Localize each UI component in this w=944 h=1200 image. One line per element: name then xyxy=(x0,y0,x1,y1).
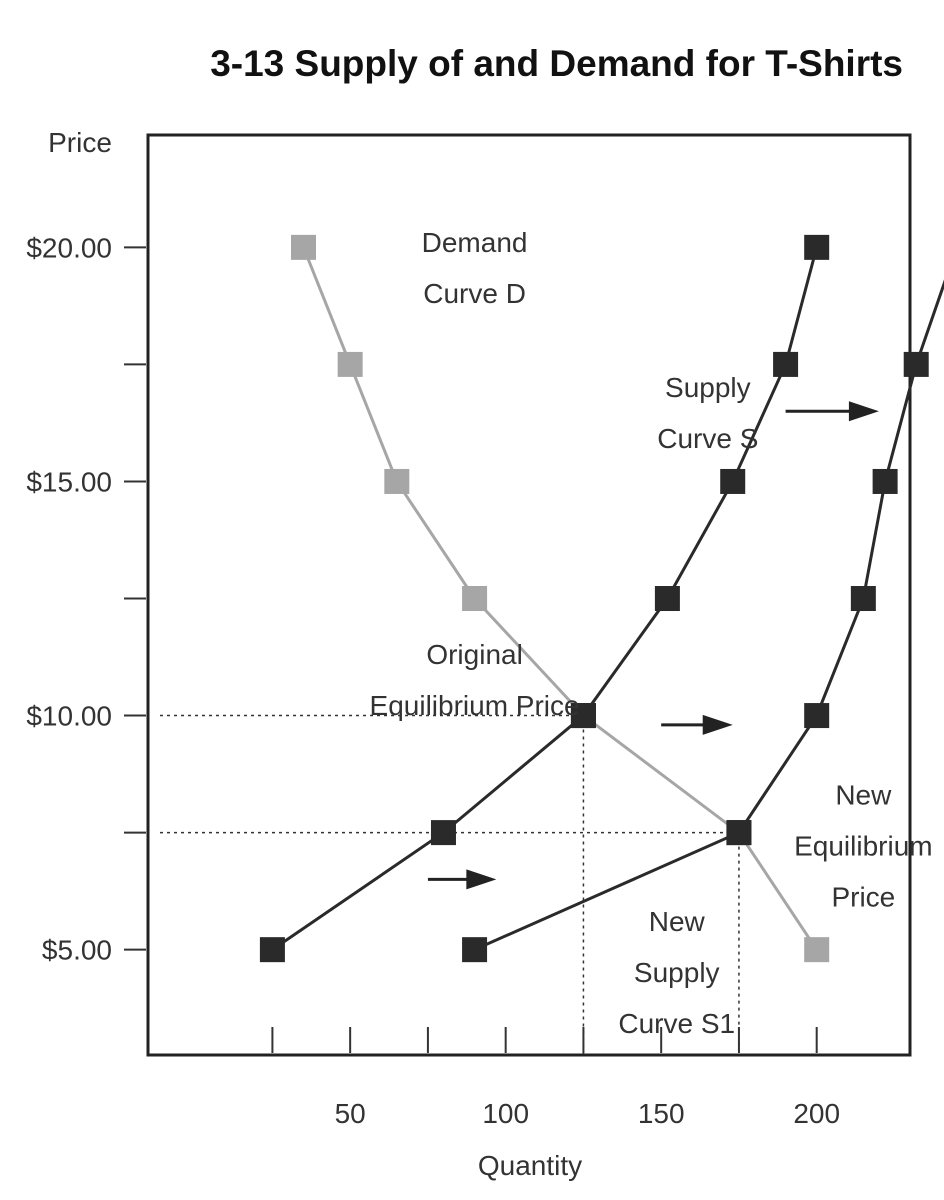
annotation-supply_label: Supply Curve S xyxy=(657,372,758,454)
annotation-line: Curve D xyxy=(423,278,526,309)
data-point-supply xyxy=(720,468,746,494)
annotation-line: Supply xyxy=(665,372,751,403)
annotation-line: New xyxy=(835,780,892,811)
annotation-demand_label: Demand Curve D xyxy=(422,227,528,309)
x-tick-label: 150 xyxy=(638,1098,685,1129)
annotations: Demand Curve D Supply Curve S Original Equili… xyxy=(370,227,933,1039)
x-tick-label: 200 xyxy=(793,1098,840,1129)
annotation-line: New xyxy=(649,906,706,937)
annotation-original_eq_label: Original Equilibrium Price xyxy=(370,639,580,721)
annotation-line: Curve S1 xyxy=(618,1008,735,1039)
data-point-supply_s1 xyxy=(462,937,488,963)
y-axis-label: Price xyxy=(48,127,112,158)
y-tick-label: $5.00 xyxy=(42,935,112,966)
x-tick-label: 50 xyxy=(335,1098,366,1129)
shift-arrow-head xyxy=(702,714,733,735)
plot-area-frame xyxy=(146,133,912,1057)
x-axis-label: Quantity xyxy=(478,1150,582,1181)
annotation-new_eq_label: New Equilibrium Price xyxy=(794,780,933,913)
data-point-supply xyxy=(570,703,596,729)
y-tick-label: $15.00 xyxy=(26,466,112,497)
data-point-demand xyxy=(384,468,410,494)
data-point-supply xyxy=(259,937,285,963)
y-tick-label: $20.00 xyxy=(26,232,112,263)
data-point-supply xyxy=(430,820,456,846)
data-point-supply_s1 xyxy=(903,351,929,377)
data-point-supply xyxy=(804,234,830,260)
annotation-line: Equilibrium Price xyxy=(370,690,580,721)
annotation-new_supply_label: New Supply Curve S1 xyxy=(618,906,735,1039)
annotation-line: Supply xyxy=(634,957,720,988)
arrows xyxy=(427,401,879,890)
data-point-supply xyxy=(773,351,799,377)
shift-arrow-head xyxy=(848,401,879,422)
data-point-supply xyxy=(654,586,680,612)
data-point-demand xyxy=(804,937,830,963)
data-point-demand xyxy=(337,351,363,377)
x-axis-ticks: 50 100 150 200 xyxy=(271,1027,840,1129)
data-point-supply_s1 xyxy=(850,586,876,612)
y-axis-ticks: $5.00 $10.00 $15.00 $20.00 xyxy=(26,232,146,966)
annotation-line: Demand xyxy=(422,227,528,258)
annotation-line: Original xyxy=(426,639,522,670)
data-point-supply_s1 xyxy=(872,468,898,494)
x-tick-label: 100 xyxy=(482,1098,529,1129)
annotation-line: Price xyxy=(831,882,895,913)
data-point-supply_s1 xyxy=(726,820,752,846)
y-tick-label: $10.00 xyxy=(26,701,112,732)
chart-title: 3-13 Supply of and Demand for T-Shirts xyxy=(210,43,903,84)
annotation-line: Equilibrium xyxy=(794,831,933,862)
series-points xyxy=(259,234,929,963)
shift-arrow-head xyxy=(466,869,497,890)
data-point-supply_s1 xyxy=(804,703,830,729)
data-point-demand xyxy=(291,234,317,260)
data-point-demand xyxy=(462,586,488,612)
plot-frame xyxy=(146,133,912,1057)
annotation-line: Curve S xyxy=(657,423,758,454)
